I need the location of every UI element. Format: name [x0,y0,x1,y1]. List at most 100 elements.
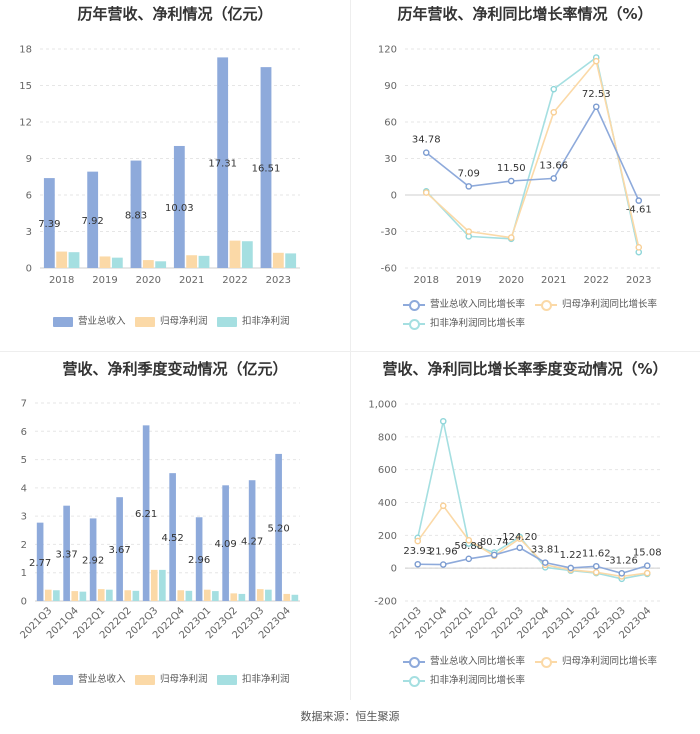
y-tick-label: 15 [19,81,32,92]
data-label: 2.77 [29,558,51,569]
bar [256,589,264,601]
data-label: 5.20 [267,523,289,534]
y-tick-label: 90 [384,81,397,92]
y-tick-label: 18 [19,45,32,56]
y-tick-label: 400 [378,498,397,509]
y-tick-label: 9 [26,154,32,165]
data-point [490,551,498,559]
data-point [643,569,651,577]
bar [185,590,193,601]
series-line [417,504,648,578]
bar [241,241,253,268]
data-label: 80.74 [480,537,509,548]
quarterly-amount-panel: 营收、净利季度变动情况（亿元） 0 1 2 3 4 5 6 7 2021Q3 2021Q4 2022… [0,352,350,700]
annual-growth-panel: 历年营收、净利同比增长率情况（%） -60 -30 0 30 60 90 120 2018 20… [350,0,700,350]
y-tick-label: 120 [378,45,397,56]
data-point [507,234,515,241]
legend-swatch [53,316,73,327]
legend-item-deducted-profit[interactable]: 扣非净利润 [217,313,290,327]
data-point [439,561,447,568]
data-label: 2.92 [82,556,104,567]
bar [198,255,210,268]
legend-item-revenue-growth[interactable]: 营业总收入同比增长率 [403,296,525,311]
data-point [465,555,473,563]
bar [142,425,150,601]
bar [97,589,105,601]
data-label: 17.31 [208,159,237,170]
series-line [425,56,640,253]
chart-title: 历年营收、净利情况（亿元） [77,5,273,23]
data-label: 4.27 [241,537,263,548]
legend-item-deducted-profit-growth[interactable]: 扣非净利润同比增长率 [403,315,525,330]
legend-item-revenue-growth[interactable]: 营业总收入同比增长率 [403,653,525,668]
x-tick-label: 2020 [499,275,524,286]
data-point [567,564,575,572]
bar [36,522,44,601]
legend-item-parent-profit-growth[interactable]: 归母净利润同比增长率 [535,653,657,668]
bar [186,255,198,268]
y-tick-label: 5 [21,455,27,466]
data-point [507,177,515,185]
bar [195,517,203,601]
legend-item-parent-profit[interactable]: 归母净利润 [135,671,208,685]
data-point [439,417,447,425]
bar [272,252,284,268]
data-label: 7.92 [82,216,104,227]
y-tick-label: 0 [26,264,32,275]
data-point [414,560,422,568]
x-tick-label: 2019 [456,275,481,286]
legend-swatch [135,674,155,685]
y-tick-label: 0 [21,597,27,608]
data-label: 56.88 [454,541,483,552]
data-point [550,85,558,93]
data-label: 11.50 [497,163,526,174]
legend-item-revenue[interactable]: 营业总收入 [53,671,126,685]
legend-swatch [535,299,557,311]
bar [285,253,297,268]
data-point [635,244,643,251]
data-label: 72.53 [582,89,611,100]
y-tick-label: 7 [21,399,27,410]
data-point [422,149,430,156]
legend-item-parent-profit[interactable]: 归母净利润 [135,313,208,327]
data-label: 124.20 [502,532,537,543]
data-label: 1.22 [560,550,582,561]
data-label: 7.39 [38,219,60,230]
legend-item-deducted-profit-growth[interactable]: 扣非净利润同比增长率 [403,672,525,687]
bar [283,593,291,601]
data-label: 33.81 [531,545,560,556]
x-tick-label: 2019 [92,275,117,286]
x-tick-label: 2022 [222,275,247,286]
y-tick-label: 600 [378,465,397,476]
y-tick-label: -30 [381,227,397,238]
y-tick-label: 3 [21,512,27,523]
bar [265,589,272,601]
y-tick-label: 0 [391,564,397,575]
bar [169,473,176,601]
data-label: 21.96 [429,547,458,558]
bar [43,178,55,268]
horizontal-divider [0,351,700,352]
bar [71,591,79,601]
chart-title: 营收、净利季度变动情况（亿元） [62,360,288,378]
legend-swatch [135,316,155,327]
legend-swatch [217,316,237,327]
data-point [618,569,626,577]
bar [124,590,132,601]
bar [56,251,68,268]
data-label: 6.21 [135,509,157,520]
data-label: 13.66 [539,160,568,171]
chart-legend: 营业总收入同比增长率 归母净利润同比增长率 扣非净利润同比增长率 [350,296,700,332]
quarterly-growth-panel: 营收、净利同比增长率季度变动情况（%） -200 0 200 400 600 800 1,0… [350,352,700,700]
data-label: 8.83 [125,210,147,221]
data-point [592,57,600,65]
data-source: 数据来源：恒生聚源 [300,710,400,723]
y-tick-label: 60 [384,118,397,129]
bar [177,590,185,601]
data-point [592,103,600,111]
legend-item-parent-profit-growth[interactable]: 归母净利润同比增长率 [535,296,657,311]
legend-item-revenue[interactable]: 营业总收入 [53,313,126,327]
y-tick-label: 0 [391,191,397,202]
legend-item-deducted-profit[interactable]: 扣非净利润 [217,671,290,685]
legend-swatch [403,656,425,668]
